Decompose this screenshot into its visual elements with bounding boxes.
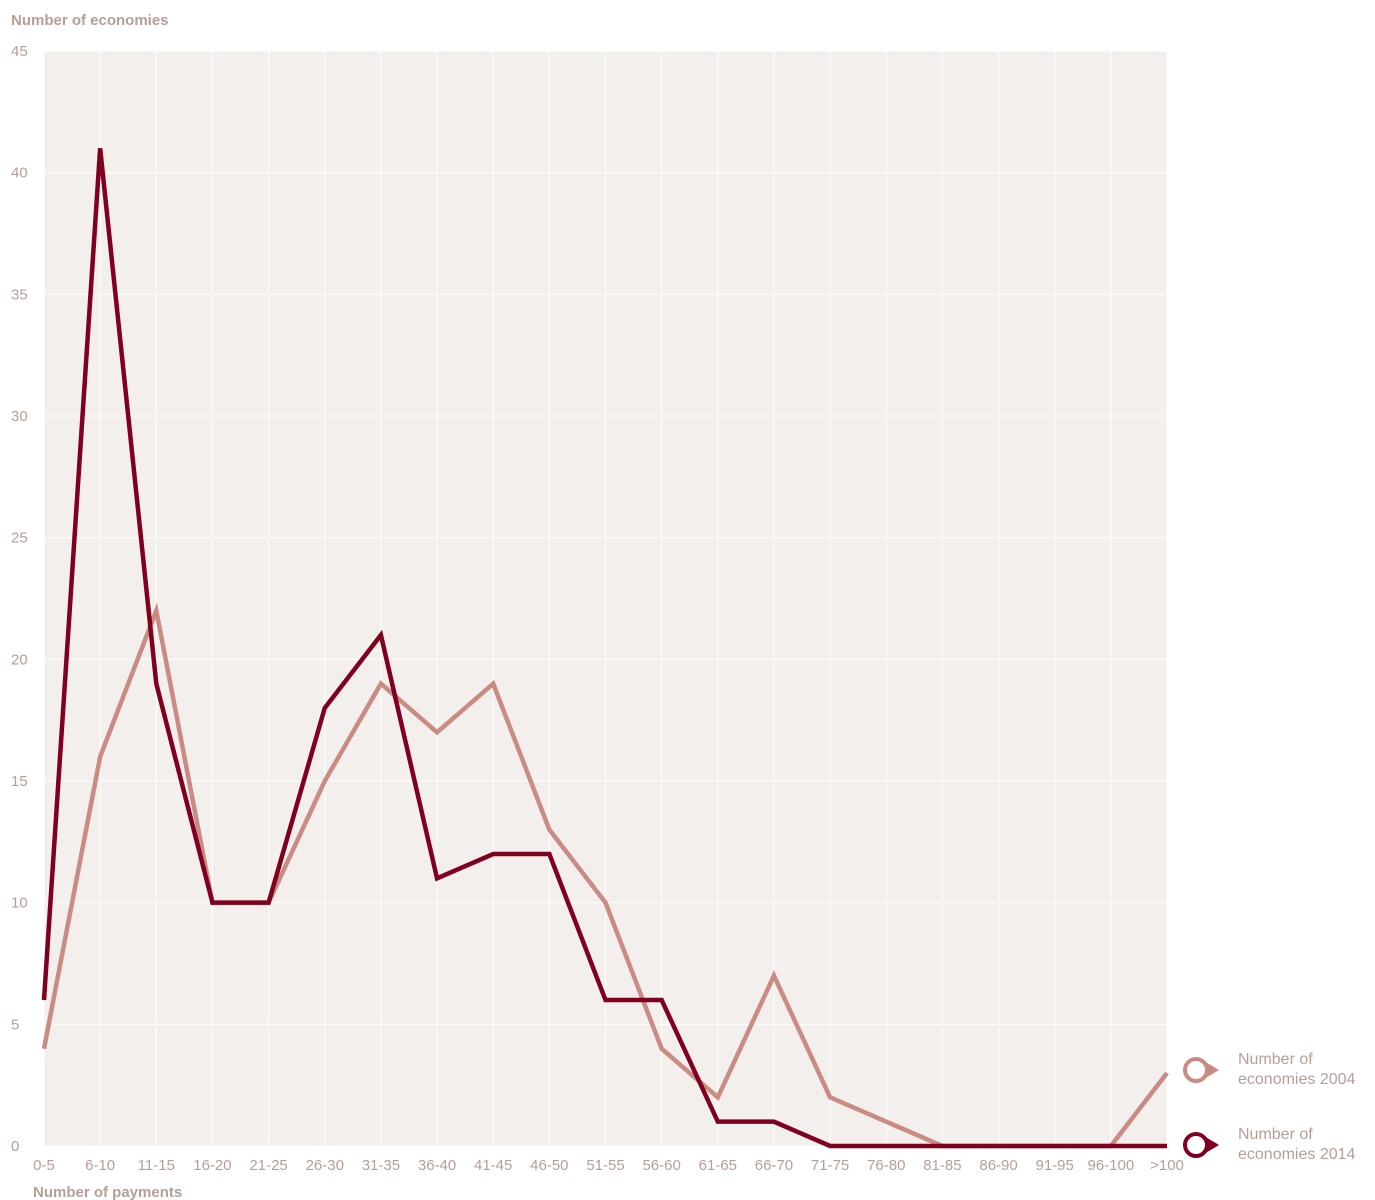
x-tick-label: 86-90 (979, 1157, 1017, 1174)
legend-item: Number of economies 2004 (1183, 1051, 1356, 1088)
y-tick-label: 5 (11, 1016, 19, 1033)
x-tick-label: 61-65 (699, 1157, 737, 1174)
y-tick-label: 45 (11, 43, 28, 60)
x-tick-label: 41-45 (474, 1157, 512, 1174)
y-tick-label: 10 (11, 895, 28, 912)
legend-item: Number of economies 2014 (1183, 1126, 1356, 1163)
x-tick-label: 96-100 (1087, 1157, 1134, 1174)
x-tick-label: 36-40 (418, 1157, 456, 1174)
x-tick-label: 31-35 (362, 1157, 400, 1174)
y-tick-label: 30 (11, 408, 28, 425)
legend-label: economies 2014 (1238, 1146, 1356, 1163)
legend-label: Number of (1238, 1126, 1313, 1143)
x-tick-label: 81-85 (923, 1157, 961, 1174)
y-tick-label: 0 (11, 1138, 19, 1155)
y-tick-label: 20 (11, 651, 28, 668)
y-axis-ticks: 0 5 10 15 20 25 30 35 40 45 (11, 43, 28, 1155)
grid-lines (43, 50, 1168, 1147)
x-tick-label: 16-20 (193, 1157, 231, 1174)
x-tick-label: 11-15 (138, 1157, 175, 1174)
y-tick-label: 15 (11, 773, 28, 790)
x-axis-ticks: 0-5 6-10 11-15 16-20 21-25 26-30 31-35 36-40 41-… (33, 1157, 1184, 1174)
x-tick-label: 66-70 (755, 1157, 793, 1174)
x-tick-label: 26-30 (306, 1157, 344, 1174)
y-tick-label: 40 (11, 165, 28, 182)
legend-marker-circle (1183, 1057, 1209, 1083)
x-tick-label: 71-75 (811, 1157, 849, 1174)
x-tick-label: 6-10 (85, 1157, 115, 1174)
series-line-2014 (41, 148, 1167, 1149)
legend-marker-circle (1183, 1132, 1209, 1158)
x-tick-label: 76-80 (867, 1157, 905, 1174)
x-tick-label: 91-95 (1036, 1157, 1074, 1174)
series-lines (41, 148, 1169, 1149)
x-tick-label: 56-60 (642, 1157, 680, 1174)
x-axis-title: Number of payments (33, 1184, 182, 1200)
legend-label: economies 2004 (1238, 1071, 1356, 1088)
y-tick-label: 35 (11, 286, 28, 303)
x-tick-label: 51-55 (586, 1157, 624, 1174)
y-tick-label: 25 (11, 530, 28, 547)
legend: Number of economies 2004 Number of economie… (1183, 1051, 1356, 1163)
y-axis-title: Number of economies (11, 12, 169, 29)
legend-label: Number of (1238, 1051, 1313, 1068)
x-tick-label: >100 (1150, 1157, 1184, 1174)
x-tick-label: 0-5 (33, 1157, 55, 1174)
x-tick-label: 21-25 (249, 1157, 287, 1174)
x-tick-label: 46-50 (530, 1157, 568, 1174)
